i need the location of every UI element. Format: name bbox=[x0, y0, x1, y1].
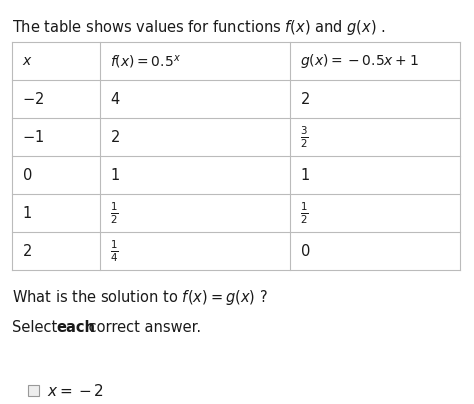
Text: correct answer.: correct answer. bbox=[84, 320, 201, 335]
Text: $0$: $0$ bbox=[22, 167, 32, 183]
Text: $2$: $2$ bbox=[22, 243, 32, 259]
Text: $\frac{3}{2}$: $\frac{3}{2}$ bbox=[300, 124, 309, 149]
Text: $g(x) = -0.5x + 1$: $g(x) = -0.5x + 1$ bbox=[300, 52, 419, 70]
Text: $f(x) = 0.5^x$: $f(x) = 0.5^x$ bbox=[110, 53, 181, 69]
Text: $x = -2$: $x = -2$ bbox=[47, 383, 104, 398]
Text: $\frac{1}{2}$: $\frac{1}{2}$ bbox=[300, 200, 309, 226]
Text: $4$: $4$ bbox=[110, 91, 120, 107]
Text: $\frac{1}{4}$: $\frac{1}{4}$ bbox=[110, 238, 118, 264]
Text: Select: Select bbox=[12, 320, 62, 335]
Text: $0$: $0$ bbox=[300, 243, 310, 259]
Text: each: each bbox=[56, 320, 95, 335]
Text: $1$: $1$ bbox=[110, 167, 120, 183]
Text: $\frac{1}{2}$: $\frac{1}{2}$ bbox=[110, 200, 118, 226]
Text: $-2$: $-2$ bbox=[22, 91, 44, 107]
Text: $1$: $1$ bbox=[300, 167, 310, 183]
Text: $-1$: $-1$ bbox=[22, 129, 44, 145]
Bar bbox=[28, 385, 39, 396]
Text: $x$: $x$ bbox=[22, 54, 33, 68]
Text: $1$: $1$ bbox=[22, 205, 32, 221]
Text: What is the solution to $f(x) = g(x)$ ?: What is the solution to $f(x) = g(x)$ ? bbox=[12, 288, 268, 307]
Text: $2$: $2$ bbox=[110, 129, 120, 145]
Text: The table shows values for functions $f(x)$ and $g(x)$ .: The table shows values for functions $f(… bbox=[12, 18, 386, 37]
Text: $2$: $2$ bbox=[300, 91, 310, 107]
